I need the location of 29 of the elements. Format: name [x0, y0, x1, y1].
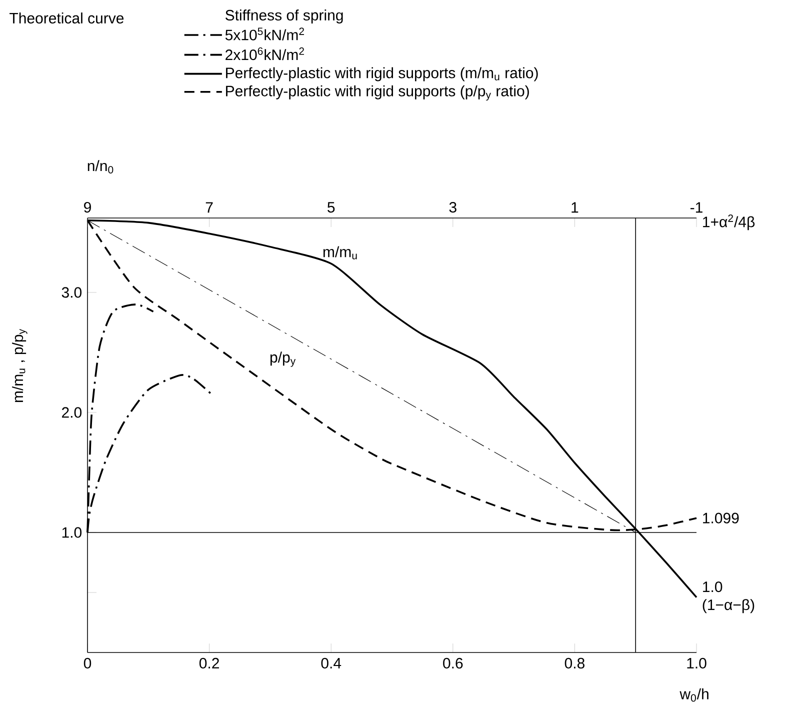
x-tick-label: 0.6 [443, 658, 463, 669]
y-tick-label: 2.0 [62, 407, 82, 418]
x2-tick-label: 3 [449, 202, 456, 213]
annotation: m/m$_{u}$ [323, 246, 357, 260]
x2-tick-label: 1 [572, 202, 578, 213]
x2-tick-label: 7 [206, 202, 213, 213]
x-tick-label: 0.8 [564, 658, 584, 669]
legend-label: 5x10$^{5}$kN/m$^{2}$ [225, 28, 304, 40]
annotation: 1.0 (1−α−β) [702, 582, 754, 614]
x2-tick-label: 5 [328, 202, 335, 213]
legend-title: Stiffness of spring [226, 9, 343, 24]
x2-tick-label: -1 [690, 202, 702, 213]
text: Theoretical curve [10, 12, 124, 24]
x2-axis-title: n/n$_{0}$ [88, 160, 114, 174]
legend-label: Perfectly-plastic with rigid supports (m/m$_{u}$ ratio) [226, 67, 538, 82]
x-tick-label: 0.4 [321, 658, 342, 669]
x-tick-label: 1.0 [687, 658, 706, 669]
legend-label: 2x10$^{6}$kN/m$^{2}$ [226, 47, 304, 60]
annotation: p/p$_{y}$ [270, 352, 296, 367]
x2-tick-label: 9 [84, 202, 91, 213]
legend-label: Perfectly-plastic with rigid supports (p/p$_{y}$ ratio) [226, 85, 529, 101]
x-axis-title: w$_{0}$/h [680, 688, 708, 702]
x-tick-label: 0 [84, 658, 92, 669]
text: 1+α$^{2}$/4β [703, 214, 755, 230]
y-tick-label: 3.0 [62, 287, 82, 298]
y-axis-title: m/m$_{u}$ , p/p$_{y}$ [12, 328, 28, 402]
y-tick-label: 1.0 [62, 527, 82, 538]
x-tick-label: 0.2 [199, 658, 219, 669]
annotation: 1.099 [703, 512, 739, 524]
